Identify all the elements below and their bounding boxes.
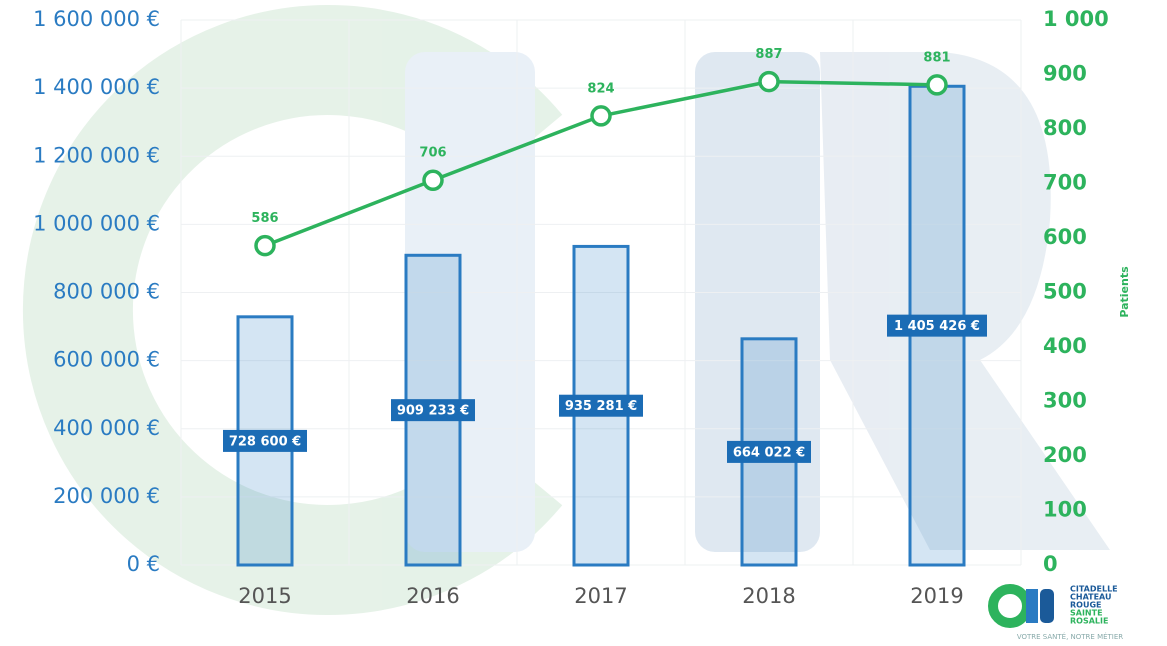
y2-tick-label: 0 (1043, 552, 1058, 576)
y2-tick-label: 600 (1043, 225, 1087, 249)
y2-tick-label: 400 (1043, 334, 1087, 358)
y2-tick-label: 700 (1043, 171, 1087, 195)
value-label: 909 233 € (397, 404, 469, 419)
line-point (592, 107, 610, 125)
x-tick-label: 2019 (910, 584, 963, 608)
y2-tick-label: 900 (1043, 62, 1087, 86)
y2-axis-title: Patients (1118, 266, 1131, 318)
y2-tick-label: 300 (1043, 389, 1087, 413)
point-label: 824 (587, 81, 614, 96)
y-tick-label: 400 000 € (53, 416, 160, 440)
logo-mark (993, 589, 1027, 623)
y-tick-label: 1 600 000 € (33, 7, 160, 31)
y2-tick-label: 1 000 (1043, 7, 1109, 31)
x-tick-label: 2016 (406, 584, 459, 608)
point-label: 881 (923, 50, 950, 65)
value-label: 728 600 € (229, 434, 301, 449)
x-tick-label: 2017 (574, 584, 627, 608)
y-tick-label: 800 000 € (53, 280, 160, 304)
line-point (424, 171, 442, 189)
chart: Patients CITADELLE CHATEAU ROUGE SAINTE … (0, 0, 1167, 646)
y-tick-label: 1 000 000 € (33, 211, 160, 235)
y-tick-label: 200 000 € (53, 484, 160, 508)
value-label: 664 022 € (733, 445, 805, 460)
y-tick-label: 1 200 000 € (33, 143, 160, 167)
point-label: 887 (755, 47, 782, 62)
value-label: 1 405 426 € (894, 319, 980, 334)
x-tick-label: 2015 (238, 584, 291, 608)
x-tick-label: 2018 (742, 584, 795, 608)
logo-text: ROSALIE (1070, 617, 1108, 626)
line-point (760, 73, 778, 91)
y2-tick-label: 500 (1043, 280, 1087, 304)
point-label: 706 (419, 146, 446, 161)
y2-tick-label: 100 (1043, 498, 1087, 522)
y-tick-label: 600 000 € (53, 348, 160, 372)
line-point (256, 237, 274, 255)
y-tick-label: 1 400 000 € (33, 75, 160, 99)
line-point (928, 76, 946, 94)
logo-mark (1026, 589, 1038, 623)
y-tick-label: 0 € (127, 552, 160, 576)
value-label: 935 281 € (565, 399, 637, 414)
logo-mark (1040, 589, 1054, 623)
y2-tick-label: 800 (1043, 116, 1087, 140)
point-label: 586 (251, 211, 278, 226)
y2-tick-label: 200 (1043, 443, 1087, 467)
logo-tagline: VOTRE SANTÉ, NOTRE MÉTIER (1017, 632, 1123, 641)
logo: CITADELLE CHATEAU ROUGE SAINTE ROSALIE V… (993, 585, 1123, 642)
